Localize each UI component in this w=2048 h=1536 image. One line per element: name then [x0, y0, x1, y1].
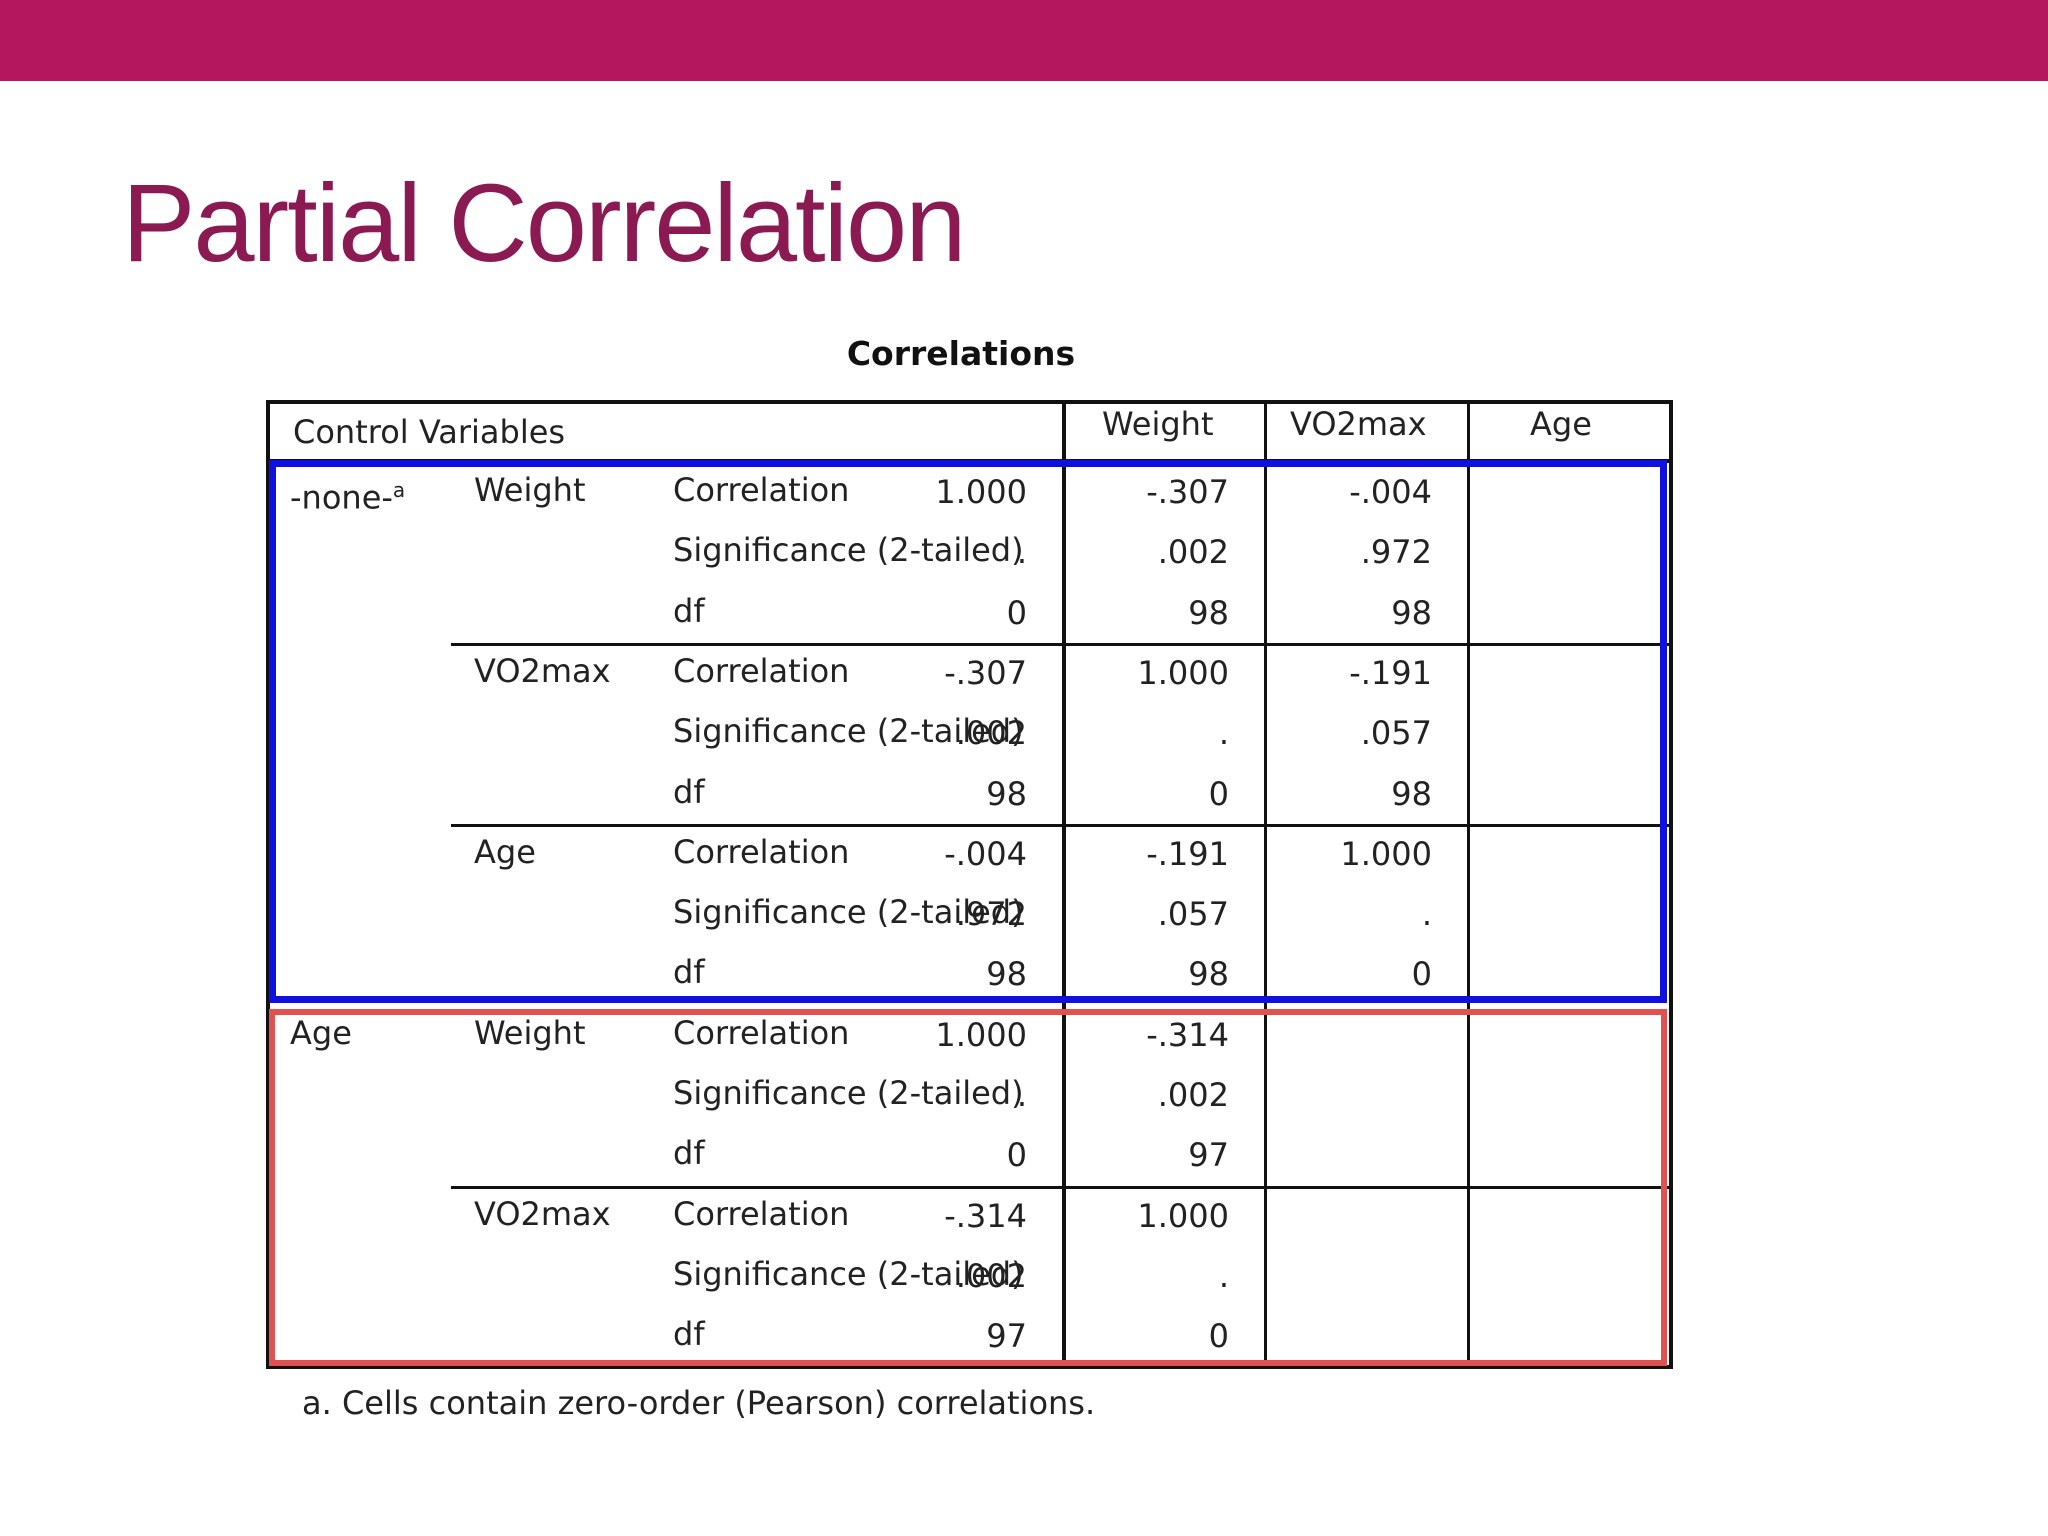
- cell-value: 98: [986, 955, 1027, 994]
- highlight-box: [269, 460, 1667, 1003]
- cell-value: .057: [1360, 714, 1432, 753]
- row-separator: [451, 823, 1669, 827]
- cell-value: 1.000: [1137, 653, 1229, 692]
- statistic-label: Correlation: [673, 1013, 850, 1052]
- cell-value: 1.000: [1137, 1196, 1229, 1235]
- cell-value: 0: [1006, 1136, 1027, 1175]
- cell-value: .057: [1157, 895, 1229, 934]
- variable-name: VO2max: [474, 1194, 611, 1233]
- statistic-label: Significance (2-tailed): [673, 1254, 1024, 1293]
- highlight-box: [269, 1008, 1667, 1367]
- cell-value: .002: [1157, 533, 1229, 572]
- cell-value: 1.000: [935, 1015, 1027, 1054]
- cell-value: .002: [955, 1256, 1027, 1295]
- statistic-label: Correlation: [673, 471, 850, 509]
- cell-value: .972: [955, 895, 1027, 934]
- column-divider: [1062, 400, 1066, 1367]
- cell-value: 0: [1208, 774, 1229, 813]
- statistic-label: df: [673, 772, 705, 811]
- variable-name: Weight: [474, 1013, 586, 1052]
- table-border: [266, 400, 1672, 404]
- cell-value: .002: [955, 714, 1027, 753]
- cell-value: 1.000: [1340, 834, 1432, 873]
- statistic-label: df: [673, 1315, 705, 1354]
- variable-name: VO2max: [474, 651, 611, 690]
- table-title: Correlations: [846, 334, 1076, 373]
- cell-value: -.004: [1349, 473, 1432, 511]
- cell-value: .: [1218, 714, 1229, 753]
- cell-value: -.004: [944, 834, 1027, 873]
- cell-value: -.307: [1146, 473, 1229, 511]
- header-cell: Age: [1530, 405, 1592, 443]
- statistic-label: df: [673, 1134, 705, 1173]
- cell-value: -.191: [1146, 834, 1229, 873]
- cell-value: 98: [1188, 955, 1229, 994]
- variable-name: Weight: [474, 471, 586, 509]
- cell-value: .: [1016, 533, 1027, 572]
- column-divider: [1467, 400, 1470, 1367]
- table-border: [1669, 400, 1673, 1369]
- cell-value: 0: [1208, 1317, 1229, 1356]
- statistic-label: Significance (2-tailed): [673, 1074, 1024, 1112]
- statistic-label: Correlation: [673, 651, 850, 690]
- statistic-label: df: [673, 591, 705, 630]
- statistic-label: Significance (2-tailed): [673, 712, 1024, 751]
- row-separator: [451, 642, 1669, 646]
- cell-value: .: [1421, 895, 1432, 934]
- cell-value: 97: [1188, 1136, 1229, 1175]
- row-separator: [451, 1185, 1669, 1189]
- cell-value: -.314: [1146, 1015, 1229, 1054]
- header-cell: Weight: [1102, 405, 1214, 443]
- cell-value: -.314: [944, 1196, 1027, 1235]
- header-cell: Control Variables: [293, 413, 566, 451]
- cell-value: 0: [1006, 593, 1027, 632]
- cell-value: 98: [1188, 593, 1229, 632]
- variable-name: Age: [474, 832, 536, 871]
- header-cell: VO2max: [1290, 405, 1427, 443]
- cell-value: .002: [1157, 1076, 1229, 1114]
- cell-value: 0: [1411, 955, 1432, 994]
- statistic-label: Significance (2-tailed): [673, 893, 1024, 932]
- cell-value: 98: [986, 774, 1027, 813]
- control-variable: Age: [290, 1013, 352, 1052]
- statistic-label: Significance (2-tailed): [673, 531, 1024, 570]
- statistic-label: Correlation: [673, 832, 850, 871]
- table-border: [266, 1364, 1672, 1369]
- statistic-label: df: [673, 953, 705, 992]
- cell-value: 97: [986, 1317, 1027, 1356]
- footnote: a. Cells contain zero-order (Pearson) co…: [302, 1384, 1096, 1422]
- statistic-label: Correlation: [673, 1194, 850, 1233]
- column-divider: [1264, 400, 1267, 1367]
- control-variable: -none-a: [290, 478, 406, 517]
- cell-value: .972: [1360, 533, 1432, 572]
- cell-value: 1.000: [935, 473, 1027, 511]
- table-border: [266, 400, 270, 1369]
- cell-value: 98: [1391, 593, 1432, 632]
- cell-value: 98: [1391, 774, 1432, 813]
- cell-value: -.307: [944, 653, 1027, 692]
- cell-value: .: [1016, 1076, 1027, 1114]
- footnote-marker: a: [392, 478, 406, 502]
- slide-title: Partial Correlation: [122, 162, 966, 285]
- cell-value: -.191: [1349, 653, 1432, 692]
- cell-value: .: [1218, 1256, 1229, 1295]
- top-bar: [0, 0, 2048, 81]
